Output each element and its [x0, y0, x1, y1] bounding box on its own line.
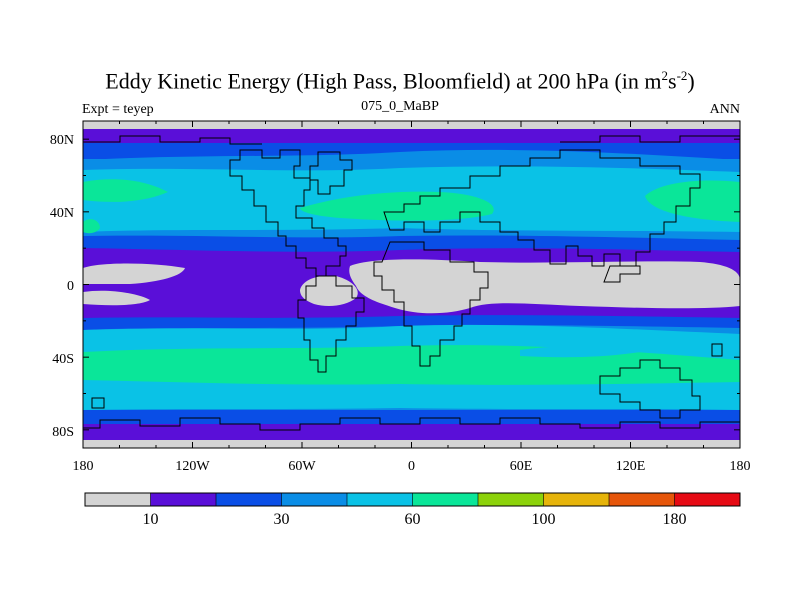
small-island-outline	[91, 397, 105, 409]
eurasia-outline	[383, 149, 701, 267]
map-subtitle: 075_0_MaBP	[361, 99, 439, 114]
maritime-continent-outline	[603, 265, 641, 283]
band-south-purple	[83, 424, 740, 440]
colorbar-swatch	[85, 493, 151, 506]
low-eke-south-america	[300, 275, 358, 306]
band-south-blue	[83, 410, 740, 424]
jet-north-edge	[83, 219, 100, 234]
colorbar-label: 10	[143, 511, 159, 528]
axis-ticks	[82, 121, 741, 448]
y-tick-label: 80N	[50, 133, 74, 148]
colorbar-labels: 10 30 60 100 180	[143, 511, 687, 528]
continent-outlines	[83, 135, 740, 431]
low-eke-south-pacific	[83, 290, 150, 306]
x-tick-label: 120W	[175, 459, 210, 474]
antarctica-outline	[83, 417, 740, 431]
low-eke-africa-indian	[349, 259, 740, 314]
y-tick-label: 80S	[52, 425, 74, 440]
x-tick-label: 180	[73, 459, 94, 474]
colorbar-swatch	[478, 493, 544, 506]
x-tick-label: 180	[730, 459, 751, 474]
x-tick-label: 120E	[616, 459, 646, 474]
colorbar-swatch	[412, 493, 479, 506]
africa-outline	[373, 241, 489, 367]
jet-south-gap	[520, 346, 640, 358]
arctic-coast-east	[560, 135, 740, 143]
colorbar-swatch	[150, 493, 217, 506]
experiment-label: Expt = teyep	[82, 102, 154, 117]
jet-north-asia	[645, 180, 740, 222]
x-tick-label: 60W	[288, 459, 316, 474]
eke-field	[83, 121, 740, 448]
greenland-outline	[309, 151, 353, 195]
australia-outline	[599, 359, 701, 419]
y-tick-label: 40N	[50, 206, 74, 221]
colorbar	[85, 493, 741, 506]
north-america-outline	[229, 149, 347, 277]
colorbar-swatch	[543, 493, 610, 506]
x-tick-label: 60E	[510, 459, 533, 474]
colorbar-swatch	[281, 493, 348, 506]
colorbar-swatch	[674, 493, 741, 506]
y-tick-label: 0	[67, 279, 74, 294]
x-tick-labels: 180 120W 60W 0 60E 120E 180	[73, 459, 751, 474]
arctic-coast-west	[83, 135, 262, 145]
colorbar-frame	[84, 492, 741, 507]
colorbar-label: 30	[274, 511, 290, 528]
jet-north-atlantic	[300, 191, 494, 221]
colorbar-label: 100	[532, 511, 556, 528]
colorbar-label: 180	[663, 511, 687, 528]
colorbar-label: 60	[405, 511, 421, 528]
colorbar-swatch	[216, 493, 282, 506]
new-zealand-outline	[711, 343, 723, 357]
y-tick-label: 40S	[52, 352, 74, 367]
low-eke-east-pacific	[83, 263, 185, 284]
jet-north-pacific	[83, 179, 168, 202]
colorbar-swatch	[347, 493, 413, 506]
y-tick-labels: 80N 40N 0 40S 80S	[50, 133, 74, 440]
x-tick-label: 0	[408, 459, 415, 474]
season-label: ANN	[709, 102, 740, 117]
map-title: Eddy Kinetic Energy (High Pass, Bloomfie…	[105, 68, 695, 94]
south-america-outline	[297, 275, 365, 373]
band-north-purple	[83, 129, 740, 143]
colorbar-swatch	[609, 493, 675, 506]
